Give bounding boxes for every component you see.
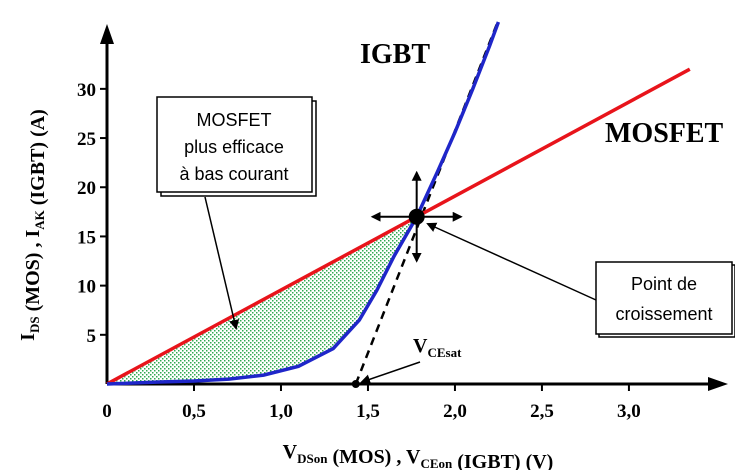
y-tick-label: 30 <box>77 80 96 101</box>
vcesat-label-main: V <box>413 335 428 357</box>
vcesat-arrow <box>360 361 421 385</box>
axis-label-subscript: DSon <box>297 451 328 466</box>
y-axis-label: IDS (MOS) , IAK (IGBT) (A) <box>17 109 49 341</box>
x-tick-label: 0,5 <box>182 401 206 422</box>
crossing-box <box>595 261 733 335</box>
x-tick-label: 0 <box>102 401 112 422</box>
vcesat-label: VCEsat <box>413 335 462 360</box>
x-tick-label: 2,5 <box>530 401 554 422</box>
axis-label-subscript: AK <box>32 209 47 229</box>
x-tick-label: 3,0 <box>617 401 641 422</box>
note-line-3: à bas courant <box>179 164 288 184</box>
x-tick-label: 1,0 <box>269 401 293 422</box>
axis-label-subscript: CEon <box>420 456 453 470</box>
note-arrow <box>204 196 240 330</box>
igbt-label: IGBT <box>360 39 430 70</box>
axis-label-part: (MOS) , V <box>327 446 421 468</box>
crossing-point-note: Point de croissement <box>426 222 735 338</box>
x-tick-label: 2,0 <box>443 401 467 422</box>
y-tick-label: 15 <box>77 227 96 248</box>
mosfet-efficiency-note: MOSFET plus efficace à bas courant <box>156 96 317 330</box>
x-tick-label: 1,5 <box>356 401 380 422</box>
axis-label-part: I <box>17 333 39 341</box>
axis-label-part: (MOS) , I <box>22 230 44 317</box>
axis-label-part: V <box>283 441 298 463</box>
x-axis-arrow <box>708 377 728 391</box>
axis-label-subscript: DS <box>27 316 42 333</box>
y-axis-arrow <box>100 24 114 44</box>
y-tick-label: 20 <box>77 178 96 199</box>
vcesat-point <box>351 380 360 388</box>
note-line-1: MOSFET <box>197 110 272 130</box>
ticks: 0 0,5 1,0 1,5 2,0 2,5 3,0 5 10 15 20 25 30 <box>77 80 641 422</box>
axis-label-part: (IGBT) (V) <box>452 451 553 470</box>
note-line-2: plus efficace <box>184 137 284 157</box>
mosfet-label: MOSFET <box>605 118 724 149</box>
crossing-line-2: croissement <box>615 304 712 324</box>
y-tick-label: 10 <box>77 277 96 298</box>
y-tick-label: 25 <box>77 129 96 150</box>
series-igbt <box>106 21 501 386</box>
x-axis-label: VDSon (MOS) , VCEon (IGBT) (V) <box>283 441 554 470</box>
series-mosfet <box>106 67 691 386</box>
note-box <box>156 96 313 193</box>
crossing-point <box>408 208 425 225</box>
y-tick-label: 5 <box>87 326 97 347</box>
crossing-arrow <box>426 222 597 301</box>
crossing-line-1: Point de <box>631 274 697 294</box>
vcesat-label-sub: CEsat <box>427 345 462 360</box>
axis-label-part: (IGBT) (A) <box>27 109 49 210</box>
